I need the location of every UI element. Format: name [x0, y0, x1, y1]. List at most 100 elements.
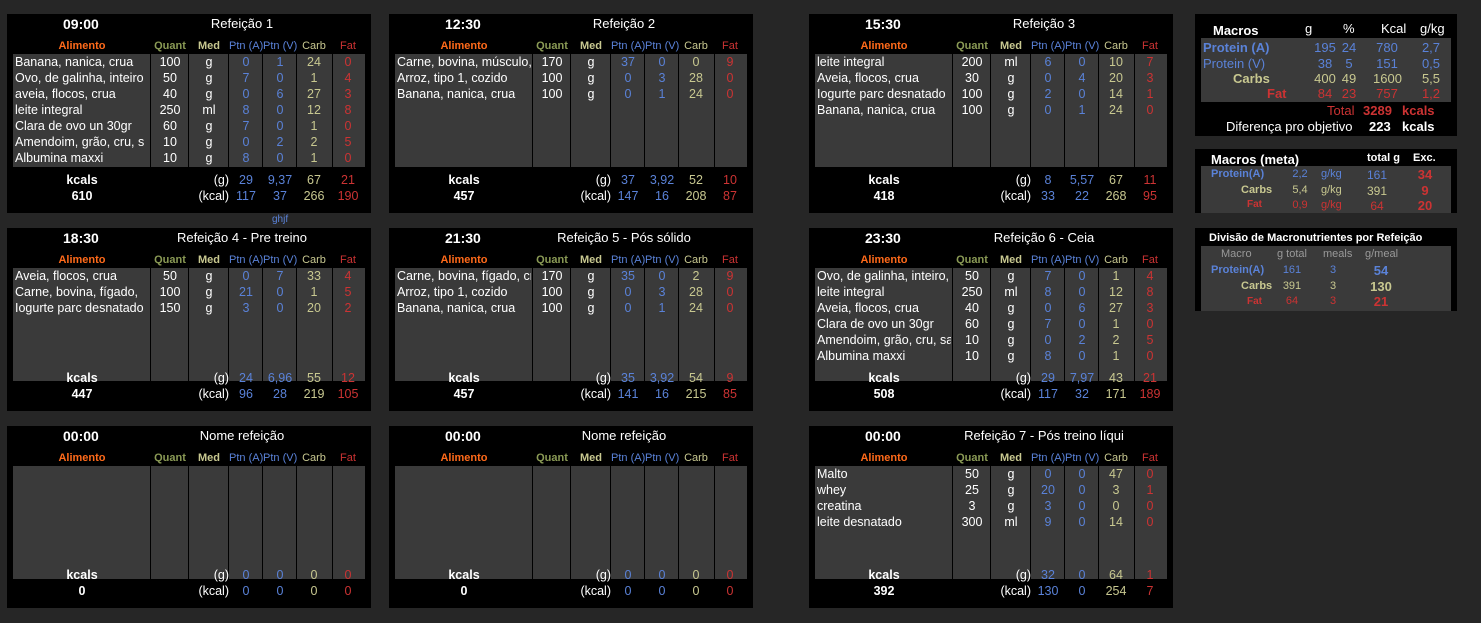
food-qty[interactable]: 40 — [965, 301, 979, 315]
food-row[interactable]: Clara de ovo un 30gr 60 g 7 0 1 0 — [13, 118, 365, 134]
food-qty[interactable]: 170 — [541, 269, 563, 283]
food-row[interactable]: Aveia, flocos, crua 50 g 0 7 33 4 — [13, 268, 365, 284]
food-qty[interactable]: 100 — [541, 301, 563, 315]
food-row[interactable]: Banana, nanica, crua 100 g 0 1 24 0 — [395, 86, 747, 102]
food-qty[interactable]: 300 — [961, 515, 983, 529]
meal-name[interactable]: Refeição 6 - Ceia — [993, 230, 1095, 245]
food-row[interactable]: aveia, flocos, crua 40 g 0 6 27 3 — [13, 86, 365, 102]
food-name[interactable]: leite integral — [817, 55, 885, 69]
food-qty[interactable]: 60 — [965, 317, 979, 331]
food-qty[interactable]: 100 — [541, 285, 563, 299]
food-qty[interactable]: 3 — [968, 499, 976, 513]
food-name[interactable]: Carne, bovina, fígado, cru — [397, 269, 531, 283]
food-name[interactable]: aveia, flocos, crua — [15, 87, 116, 101]
food-row[interactable]: Iogurte parc desnatado 100 g 2 0 14 1 — [815, 86, 1167, 102]
food-row[interactable]: Aveia, flocos, crua 40 g 0 6 27 3 — [815, 300, 1167, 316]
food-qty[interactable]: 10 — [163, 151, 177, 165]
food-name[interactable]: Banana, nanica, crua — [397, 301, 516, 315]
food-qty[interactable]: 150 — [159, 301, 181, 315]
food-qty[interactable]: 170 — [541, 55, 563, 69]
food-name[interactable]: Banana, nanica, crua — [397, 87, 516, 101]
food-row[interactable]: leite desnatado 300 ml 9 0 14 0 — [815, 514, 1167, 530]
meal-name[interactable]: Nome refeição — [581, 428, 667, 443]
food-row[interactable]: Banana, nanica, crua 100 g 0 1 24 0 — [13, 54, 365, 70]
meal-name[interactable]: Refeição 3 — [1012, 16, 1076, 31]
food-name[interactable]: Carne, bovina, fígado, — [15, 285, 138, 299]
food-name[interactable]: Ovo, de galinha, inteiro — [15, 71, 144, 85]
meal-name[interactable]: Refeição 5 - Pós sólido — [557, 230, 691, 245]
food-row[interactable]: Ovo, de galinha, inteiro, 50 g 7 0 1 4 — [815, 268, 1167, 284]
food-name[interactable]: Malto — [817, 467, 848, 481]
food-row[interactable]: Banana, nanica, crua 100 g 0 1 24 0 — [395, 300, 747, 316]
food-name[interactable]: Aveia, flocos, crua — [817, 71, 919, 85]
food-qty[interactable]: 250 — [961, 285, 983, 299]
food-name[interactable]: Albumina maxxi — [817, 349, 906, 363]
food-row[interactable]: Amendoim, grão, cru, s 10 g 0 2 2 5 — [13, 134, 365, 150]
food-qty[interactable]: 25 — [965, 483, 979, 497]
food-qty[interactable]: 100 — [961, 103, 983, 117]
food-row[interactable]: leite integral 250 ml 8 0 12 8 — [815, 284, 1167, 300]
food-row[interactable]: Carne, bovina, fígado, cru 170 g 35 0 2 9 — [395, 268, 747, 284]
meal-name[interactable]: Nome refeição — [199, 428, 285, 443]
food-row[interactable]: Aveia, flocos, crua 30 g 0 4 20 3 — [815, 70, 1167, 86]
food-qty[interactable]: 40 — [163, 87, 177, 101]
food-row[interactable]: Ovo, de galinha, inteiro 50 g 7 0 1 4 — [13, 70, 365, 86]
food-name[interactable]: Iogurte parc desnatado — [15, 301, 144, 315]
food-row[interactable]: Arroz, tipo 1, cozido 100 g 0 3 28 0 — [395, 284, 747, 300]
food-name[interactable]: Amendoim, grão, cru, s — [15, 135, 145, 149]
food-name[interactable]: Banana, nanica, crua — [817, 103, 936, 117]
food-name[interactable]: creatina — [817, 499, 862, 513]
food-qty[interactable]: 100 — [961, 87, 983, 101]
totals-kcal-row: 457 (kcal) 141 16 215 85 — [395, 386, 747, 402]
food-qty[interactable]: 10 — [965, 333, 979, 347]
food-row[interactable]: Albumina maxxi 10 g 8 0 1 0 — [13, 150, 365, 166]
food-qty[interactable]: 10 — [965, 349, 979, 363]
food-qty[interactable]: 50 — [163, 269, 177, 283]
food-name[interactable]: Banana, nanica, crua — [15, 55, 134, 69]
food-qty[interactable]: 50 — [163, 71, 177, 85]
food-name[interactable]: Iogurte parc desnatado — [817, 87, 946, 101]
food-row[interactable]: Clara de ovo un 30gr 60 g 7 0 1 0 — [815, 316, 1167, 332]
food-qty[interactable]: 100 — [541, 87, 563, 101]
food-row[interactable]: Malto 50 g 0 0 47 0 — [815, 466, 1167, 482]
food-qty[interactable]: 250 — [159, 103, 181, 117]
food-row[interactable]: Banana, nanica, crua 100 g 0 1 24 0 — [815, 102, 1167, 118]
meal-name[interactable]: Refeição 7 - Pós treino líqui — [964, 428, 1124, 443]
food-row[interactable]: Albumina maxxi 10 g 8 0 1 0 — [815, 348, 1167, 364]
meal-name[interactable]: Refeição 1 — [210, 16, 274, 31]
meal-name[interactable]: Refeição 2 — [592, 16, 656, 31]
food-name[interactable]: Amendoim, grão, cru, sa — [817, 333, 951, 347]
meal-name[interactable]: Refeição 4 - Pre treino — [176, 230, 308, 245]
food-name[interactable]: Arroz, tipo 1, cozido — [397, 285, 508, 299]
food-qty[interactable]: 50 — [965, 269, 979, 283]
food-qty[interactable]: 100 — [159, 285, 181, 299]
food-name[interactable]: whey — [817, 483, 847, 497]
food-qty[interactable]: 200 — [961, 55, 983, 69]
food-name[interactable]: leite integral — [15, 103, 83, 117]
food-name[interactable]: Arroz, tipo 1, cozido — [397, 71, 508, 85]
food-name[interactable]: leite desnatado — [817, 515, 902, 529]
food-name[interactable]: Ovo, de galinha, inteiro, — [817, 269, 950, 283]
food-name[interactable]: Carne, bovina, músculo, sem — [397, 55, 531, 69]
food-name[interactable]: Albumina maxxi — [15, 151, 104, 165]
food-name[interactable]: Clara de ovo un 30gr — [817, 317, 934, 331]
food-row[interactable]: Carne, bovina, músculo, sem 170 g 37 0 0 9 — [395, 54, 747, 70]
food-row[interactable]: Arroz, tipo 1, cozido 100 g 0 3 28 0 — [395, 70, 747, 86]
food-name[interactable]: Aveia, flocos, crua — [817, 301, 919, 315]
food-row[interactable]: creatina 3 g 3 0 0 0 — [815, 498, 1167, 514]
food-qty[interactable]: 100 — [159, 55, 181, 69]
food-row[interactable]: Iogurte parc desnatado 150 g 3 0 20 2 — [13, 300, 365, 316]
food-qty[interactable]: 10 — [163, 135, 177, 149]
food-row[interactable]: whey 25 g 20 0 3 1 — [815, 482, 1167, 498]
food-qty[interactable]: 30 — [965, 71, 979, 85]
food-name[interactable]: Clara de ovo un 30gr — [15, 119, 132, 133]
food-row[interactable]: leite integral 250 ml 8 0 12 8 — [13, 102, 365, 118]
food-qty[interactable]: 60 — [163, 119, 177, 133]
food-name[interactable]: leite integral — [817, 285, 885, 299]
food-qty[interactable]: 50 — [965, 467, 979, 481]
food-row[interactable]: Carne, bovina, fígado, 100 g 21 0 1 5 — [13, 284, 365, 300]
food-qty[interactable]: 100 — [541, 71, 563, 85]
food-row[interactable]: Amendoim, grão, cru, sa 10 g 0 2 2 5 — [815, 332, 1167, 348]
food-row[interactable]: leite integral 200 ml 6 0 10 7 — [815, 54, 1167, 70]
food-name[interactable]: Aveia, flocos, crua — [15, 269, 117, 283]
